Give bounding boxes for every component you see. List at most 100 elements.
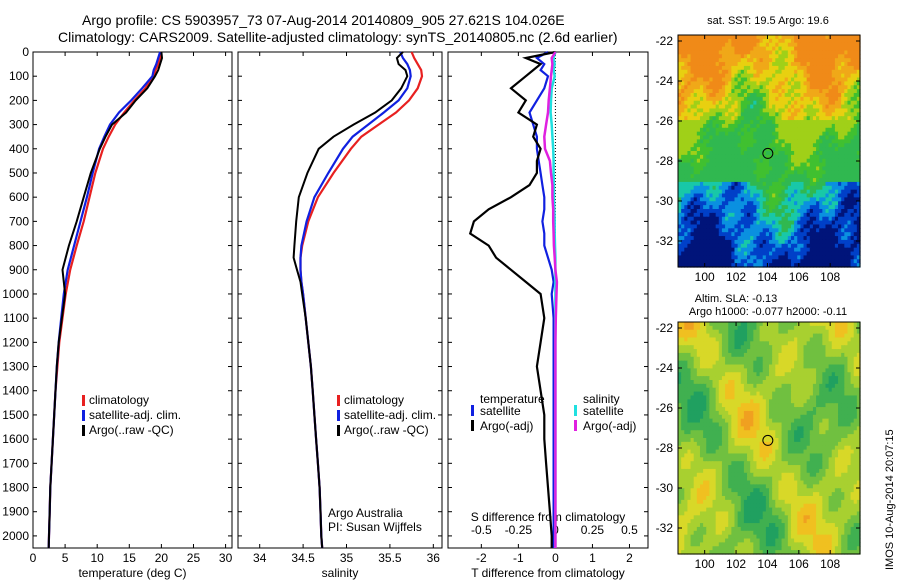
sla-map-cell	[687, 337, 692, 342]
sst-map-cell	[841, 212, 845, 218]
sst-map-cell	[703, 178, 707, 183]
sla-map-cell	[759, 349, 764, 354]
sst-map-cell	[718, 147, 723, 152]
sst-map-cell	[784, 131, 789, 137]
sst-map-cell	[803, 85, 808, 90]
sla-map-cell	[721, 337, 726, 342]
sst-map-cell	[809, 65, 814, 71]
sst-map-cell	[706, 224, 710, 229]
sla-map-cell	[778, 380, 783, 385]
sla-map-cell	[703, 380, 707, 385]
sst-map-cell	[800, 89, 805, 94]
sst-map-cell	[769, 81, 773, 86]
sla-map-cell	[696, 372, 701, 377]
sst-map-cell	[750, 255, 754, 260]
sst-map-cell	[784, 38, 789, 44]
sst-map-cell	[762, 104, 767, 110]
sst-map-cell	[740, 185, 745, 191]
sst-map-cell	[841, 69, 845, 75]
sst-map-cell	[721, 77, 726, 82]
sla-map-cell	[800, 368, 805, 373]
sst-map-cell	[769, 212, 773, 218]
sst-map-cell	[850, 232, 855, 237]
sst-map-cell	[800, 123, 805, 129]
sst-map-cell	[753, 131, 758, 137]
sla-map-cell	[721, 387, 726, 393]
sst-map-cell	[693, 73, 698, 79]
sst-map-cell	[699, 243, 704, 249]
sst-map-cell	[812, 62, 817, 67]
sst-map-cell	[734, 220, 739, 226]
sst-map-cell	[681, 38, 685, 44]
sst-map-cell	[797, 62, 801, 67]
sst-map-cell	[822, 247, 827, 253]
sst-map-cell	[844, 243, 849, 249]
sla-map-cell	[684, 403, 689, 408]
sst-map-cell	[718, 73, 723, 79]
top-x-tick-label: -0.5	[471, 523, 492, 537]
sla-map-cell	[784, 395, 789, 400]
sst-map-cell	[778, 135, 783, 140]
sst-map-cell	[778, 131, 783, 137]
sst-map-cell	[775, 38, 780, 44]
sst-map-cell	[728, 143, 732, 148]
sla-map-cell	[812, 372, 817, 377]
series-line-1	[528, 51, 555, 548]
sst-map-cell	[734, 93, 739, 98]
sst-map-cell	[762, 58, 767, 63]
salinity-note-line1: Argo Australia	[328, 506, 403, 520]
sla-map-cell	[678, 387, 682, 393]
sla-map-cell	[803, 333, 808, 339]
sst-map-cell	[809, 170, 814, 175]
sla-map-cell	[718, 383, 723, 389]
sla-map-cell	[787, 360, 792, 366]
sst-map-cell	[831, 127, 836, 133]
sst-map-cell	[712, 162, 717, 168]
sla-map-cell	[762, 395, 767, 400]
sst-map-cell	[737, 193, 742, 198]
sst-map-cell	[844, 131, 849, 137]
sst-map-cell	[753, 116, 758, 121]
sst-map-cell	[781, 220, 786, 226]
sst-map-cell	[737, 112, 742, 117]
sst-map-cell	[718, 201, 723, 206]
sst-map-cell	[678, 189, 682, 195]
sst-map-cell	[747, 116, 751, 121]
sla-map-cell	[693, 360, 698, 366]
sst-map-cell	[718, 143, 723, 148]
sla-map-cell	[822, 360, 827, 366]
sla-map-cell	[838, 395, 842, 400]
sst-map-cell	[703, 174, 707, 179]
sst-map-cell	[794, 212, 798, 218]
sla-map-cell	[743, 329, 748, 335]
sst-map-cell	[828, 139, 833, 144]
sst-map-cell	[828, 178, 833, 183]
sla-map-cell	[743, 387, 748, 393]
sla-map-cell	[678, 395, 682, 400]
sst-map-cell	[678, 236, 682, 241]
sst-map-cell	[696, 77, 701, 82]
sst-map-cell	[841, 201, 845, 206]
sst-map-cell	[847, 259, 852, 264]
sst-map-cell	[806, 166, 811, 171]
sla-map-cell	[800, 352, 805, 358]
sst-map-cell	[684, 178, 689, 183]
sst-map-cell	[822, 123, 827, 129]
sla-map-cell	[784, 376, 789, 381]
sst-map-cell	[812, 100, 817, 106]
sst-map-cell	[787, 35, 792, 40]
sla-map-cell	[797, 341, 801, 346]
sst-map-cell	[825, 93, 830, 98]
sst-map-cell	[781, 247, 786, 253]
sla-map-cell	[756, 349, 761, 354]
sst-map-cell	[762, 65, 767, 71]
sst-map-cell	[812, 158, 817, 164]
sst-map-cell	[856, 65, 861, 71]
sst-map-cell	[737, 54, 742, 59]
salinity-note-line2: PI: Susan Wijffels	[328, 520, 422, 534]
sst-map-cell	[728, 85, 732, 90]
sst-map-cell	[816, 197, 820, 202]
sst-map-cell	[696, 85, 701, 90]
sla-map-cell	[696, 356, 701, 362]
sst-map-cell	[806, 54, 811, 59]
